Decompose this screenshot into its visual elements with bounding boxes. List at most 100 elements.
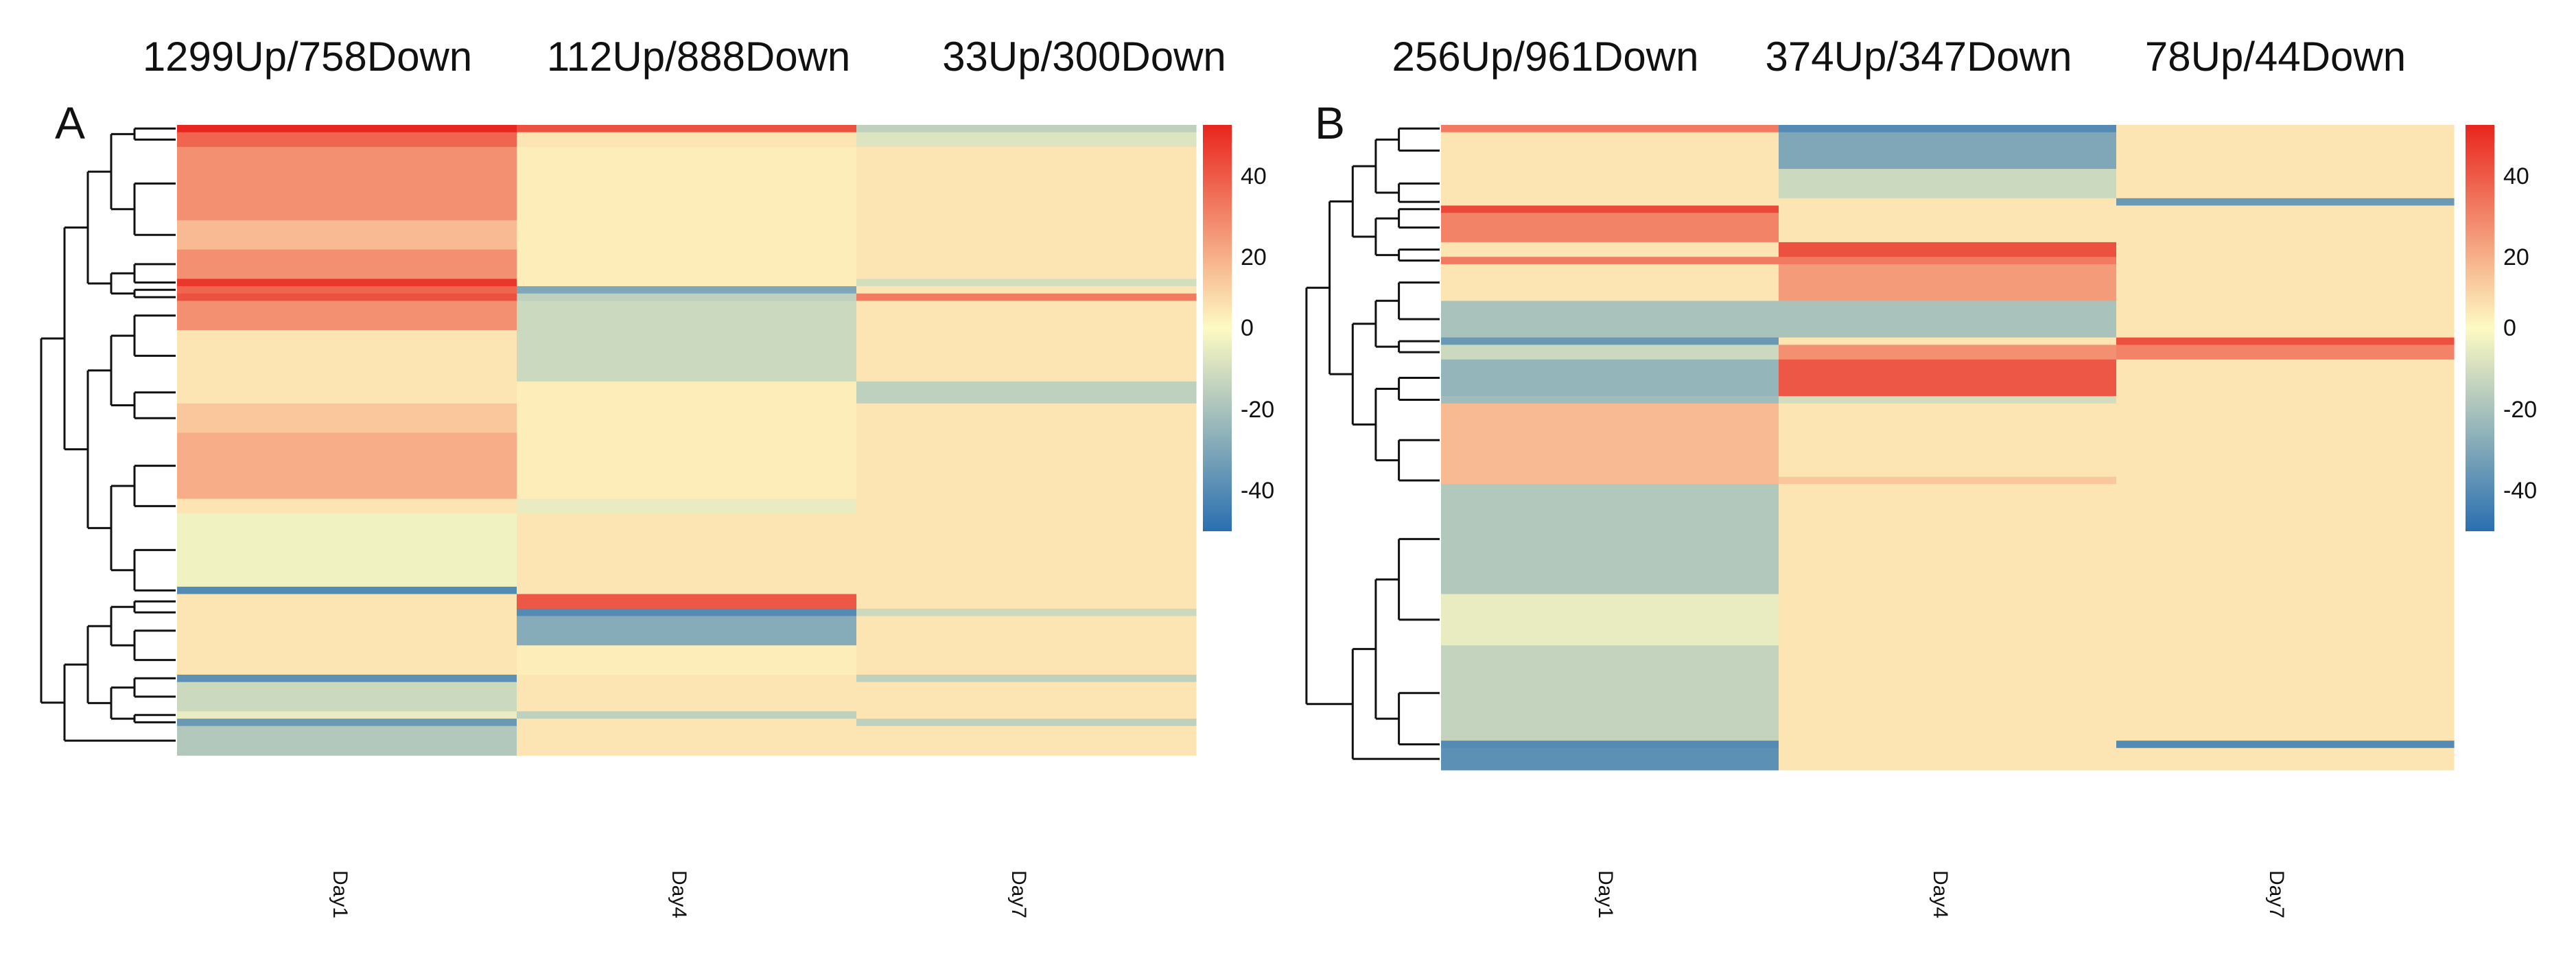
heatmap-cell: [1441, 337, 1779, 345]
panel-label: B: [1315, 97, 1345, 148]
heatmap-cell: [517, 249, 857, 279]
heatmap-cell: [2116, 301, 2455, 338]
heatmap-cell: [177, 608, 517, 617]
heatmap-cell: [2116, 403, 2455, 478]
heatmap-cell: [1441, 359, 1779, 397]
heatmap-cell: [2116, 484, 2455, 595]
heatmap-cell: [517, 711, 857, 719]
heatmap-cell: [1779, 645, 2117, 741]
heatmap-cell: [177, 498, 517, 514]
heatmap-cell: [1779, 125, 2117, 133]
column-header-day1: 256Up/961Down: [1392, 34, 1699, 80]
heatmap-cell: [856, 330, 1197, 382]
heatmap-cell: [2116, 242, 2455, 257]
heatmap-cell: [856, 616, 1197, 646]
heatmap-cell: [177, 147, 517, 221]
heatmap-cell: [856, 711, 1197, 719]
heatmap-cell: [1779, 205, 2117, 213]
heatmap-cell: [1779, 257, 2117, 265]
heatmap-cell: [1441, 345, 1779, 360]
heatmap-cell: [856, 675, 1197, 683]
heatmap-cell: [1779, 198, 2117, 207]
heatmap-cell: [856, 286, 1197, 294]
heatmap-cell: [1779, 476, 2117, 485]
legend-tick: 40: [2503, 163, 2529, 189]
row-dendrogram: [1305, 127, 1440, 760]
column-label-day4: Day4: [1929, 870, 1952, 918]
heatmap-cell: [517, 498, 857, 514]
heatmap-cell: [2116, 476, 2455, 485]
heatmap-cell: [517, 675, 857, 683]
heatmap-cell: [177, 711, 517, 719]
heatmap-cell: [2116, 169, 2455, 199]
heatmap-cell: [856, 220, 1197, 251]
column-header-day7: 78Up/44Down: [2145, 34, 2406, 80]
heatmap-cell: [1779, 594, 2117, 646]
legend-gradient: [1203, 125, 1232, 531]
heatmap-cell: [856, 513, 1197, 588]
legend-tick: 20: [2503, 244, 2529, 270]
heatmap-cell: [856, 645, 1197, 675]
heatmap-cell: [1779, 242, 2117, 257]
column-label-day7: Day7: [1007, 870, 1030, 918]
legend-tick: -20: [2503, 397, 2537, 423]
legend-tick: -20: [1241, 397, 1274, 423]
column-label-day7: Day7: [2265, 870, 2288, 918]
heatmap-cell: [1441, 205, 1779, 213]
heatmap-cell: [177, 301, 517, 331]
heatmap-cell: [1441, 484, 1779, 595]
heatmap-cell: [177, 132, 517, 148]
heatmap-cell: [2116, 264, 2455, 301]
heatmap-cell: [1779, 337, 2117, 345]
heatmap-cell: [517, 616, 857, 646]
column-labels: Day1 Day4 Day7: [329, 870, 1030, 918]
heatmap-cell: [517, 513, 857, 588]
heatmap-cell: [517, 608, 857, 617]
heatmap-cell: [856, 132, 1197, 148]
heatmap-cell: [856, 725, 1197, 756]
heatmap-cell: [2116, 337, 2455, 345]
heatmap-cell: [856, 498, 1197, 514]
heatmap-cell: [517, 586, 857, 595]
legend-tick: -40: [2503, 478, 2537, 504]
legend-tick: 0: [1241, 315, 1254, 341]
heatmap-cell: [1441, 125, 1779, 133]
heatmap-cell: [1779, 484, 2117, 595]
heatmap-cell: [2116, 125, 2455, 133]
heatmap-cell: [856, 293, 1197, 301]
row-dendrogram: [40, 127, 176, 742]
heatmap-cell: [1441, 741, 1779, 749]
heatmap-cell: [517, 293, 857, 301]
heatmap-cell: [1441, 169, 1779, 199]
column-header-day7: 33Up/300Down: [942, 34, 1226, 80]
heatmap-cell: [1779, 264, 2117, 301]
heatmap-cell: [2116, 741, 2455, 749]
heatmap-cell: [177, 719, 517, 727]
panel-label: A: [55, 97, 85, 148]
heatmap-cells: [1441, 125, 2455, 771]
column-header-day1: 1299Up/758Down: [143, 34, 472, 80]
legend-tick: 40: [1241, 163, 1267, 189]
heatmap-cell: [177, 586, 517, 595]
heatmap-cell: [1441, 403, 1779, 478]
column-label-day1: Day1: [1594, 870, 1617, 918]
heatmap-cell: [2116, 345, 2455, 360]
heatmap-cell: [856, 279, 1197, 287]
heatmap-cell: [2116, 396, 2455, 404]
heatmap-cell: [177, 293, 517, 301]
heatmap-cell: [856, 432, 1197, 500]
heatmap-cell: [177, 125, 517, 133]
heatmap-cell: [1441, 257, 1779, 265]
heatmap-cell: [1779, 345, 2117, 360]
heatmap-cell: [2116, 747, 2455, 771]
heatmap-cell: [177, 725, 517, 756]
heatmap-cell: [2116, 645, 2455, 741]
heatmap-cell: [517, 645, 857, 675]
heatmap-cell: [1779, 396, 2117, 404]
heatmap-cell: [517, 725, 857, 756]
legend-tick: 20: [1241, 244, 1267, 270]
heatmap-cell: [517, 286, 857, 294]
heatmap-cell: [177, 381, 517, 404]
heatmap-cells: [177, 125, 1197, 756]
heatmap-cell: [177, 513, 517, 588]
